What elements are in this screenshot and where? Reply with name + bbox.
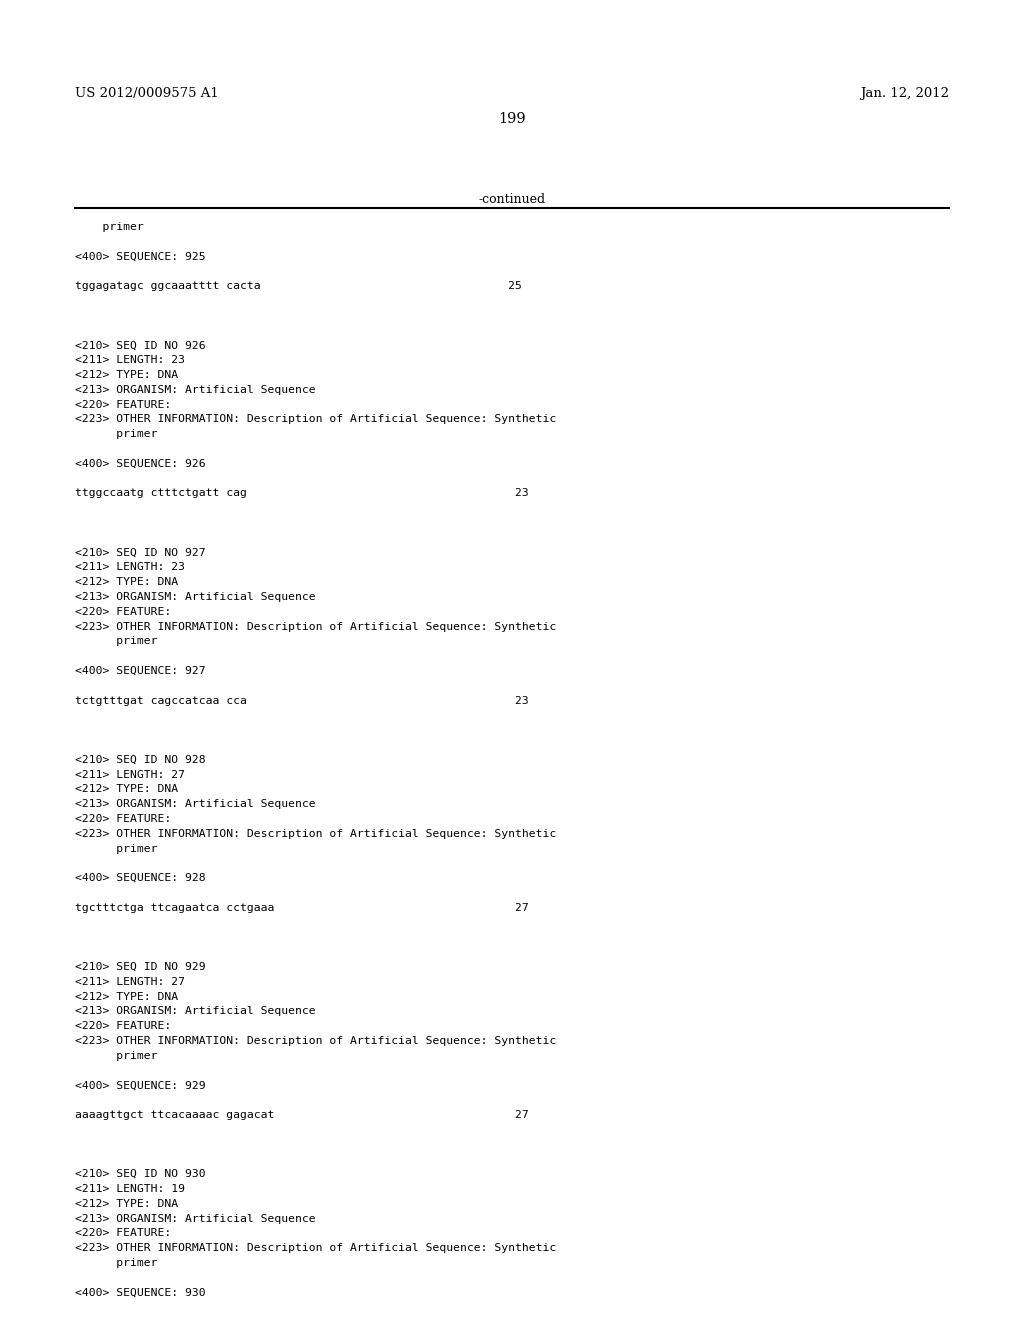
Text: <220> FEATURE:: <220> FEATURE: xyxy=(75,607,171,616)
Text: <213> ORGANISM: Artificial Sequence: <213> ORGANISM: Artificial Sequence xyxy=(75,799,315,809)
Text: tgctttctga ttcagaatca cctgaaa                                   27: tgctttctga ttcagaatca cctgaaa 27 xyxy=(75,903,528,913)
Text: Jan. 12, 2012: Jan. 12, 2012 xyxy=(860,87,949,100)
Text: US 2012/0009575 A1: US 2012/0009575 A1 xyxy=(75,87,219,100)
Text: <212> TYPE: DNA: <212> TYPE: DNA xyxy=(75,1199,178,1209)
Text: primer: primer xyxy=(75,636,158,647)
Text: <212> TYPE: DNA: <212> TYPE: DNA xyxy=(75,991,178,1002)
Text: <210> SEQ ID NO 927: <210> SEQ ID NO 927 xyxy=(75,548,206,557)
Text: <212> TYPE: DNA: <212> TYPE: DNA xyxy=(75,784,178,795)
Text: <223> OTHER INFORMATION: Description of Artificial Sequence: Synthetic: <223> OTHER INFORMATION: Description of … xyxy=(75,622,556,631)
Text: <211> LENGTH: 23: <211> LENGTH: 23 xyxy=(75,562,185,573)
Text: <400> SEQUENCE: 925: <400> SEQUENCE: 925 xyxy=(75,252,206,261)
Text: <211> LENGTH: 27: <211> LENGTH: 27 xyxy=(75,977,185,987)
Text: <212> TYPE: DNA: <212> TYPE: DNA xyxy=(75,370,178,380)
Text: <213> ORGANISM: Artificial Sequence: <213> ORGANISM: Artificial Sequence xyxy=(75,591,315,602)
Text: <213> ORGANISM: Artificial Sequence: <213> ORGANISM: Artificial Sequence xyxy=(75,385,315,395)
Text: <400> SEQUENCE: 928: <400> SEQUENCE: 928 xyxy=(75,874,206,883)
Text: <211> LENGTH: 23: <211> LENGTH: 23 xyxy=(75,355,185,366)
Text: <400> SEQUENCE: 927: <400> SEQUENCE: 927 xyxy=(75,667,206,676)
Text: <220> FEATURE:: <220> FEATURE: xyxy=(75,814,171,824)
Text: <220> FEATURE:: <220> FEATURE: xyxy=(75,400,171,409)
Text: primer: primer xyxy=(75,222,143,232)
Text: primer: primer xyxy=(75,1051,158,1061)
Text: aaaagttgct ttcacaaaac gagacat                                   27: aaaagttgct ttcacaaaac gagacat 27 xyxy=(75,1110,528,1119)
Text: <400> SEQUENCE: 930: <400> SEQUENCE: 930 xyxy=(75,1287,206,1298)
Text: <211> LENGTH: 27: <211> LENGTH: 27 xyxy=(75,770,185,780)
Text: <210> SEQ ID NO 926: <210> SEQ ID NO 926 xyxy=(75,341,206,350)
Text: -continued: -continued xyxy=(478,193,546,206)
Text: <220> FEATURE:: <220> FEATURE: xyxy=(75,1229,171,1238)
Text: <223> OTHER INFORMATION: Description of Artificial Sequence: Synthetic: <223> OTHER INFORMATION: Description of … xyxy=(75,414,556,425)
Text: <211> LENGTH: 19: <211> LENGTH: 19 xyxy=(75,1184,185,1195)
Text: <400> SEQUENCE: 929: <400> SEQUENCE: 929 xyxy=(75,1080,206,1090)
Text: <220> FEATURE:: <220> FEATURE: xyxy=(75,1022,171,1031)
Text: <210> SEQ ID NO 928: <210> SEQ ID NO 928 xyxy=(75,755,206,764)
Text: <212> TYPE: DNA: <212> TYPE: DNA xyxy=(75,577,178,587)
Text: tggagatagc ggcaaatttt cacta                                    25: tggagatagc ggcaaatttt cacta 25 xyxy=(75,281,522,292)
Text: <210> SEQ ID NO 929: <210> SEQ ID NO 929 xyxy=(75,962,206,972)
Text: primer: primer xyxy=(75,843,158,854)
Text: <223> OTHER INFORMATION: Description of Artificial Sequence: Synthetic: <223> OTHER INFORMATION: Description of … xyxy=(75,1243,556,1253)
Text: <223> OTHER INFORMATION: Description of Artificial Sequence: Synthetic: <223> OTHER INFORMATION: Description of … xyxy=(75,829,556,838)
Text: <210> SEQ ID NO 930: <210> SEQ ID NO 930 xyxy=(75,1170,206,1179)
Text: <400> SEQUENCE: 926: <400> SEQUENCE: 926 xyxy=(75,459,206,469)
Text: <213> ORGANISM: Artificial Sequence: <213> ORGANISM: Artificial Sequence xyxy=(75,1006,315,1016)
Text: 199: 199 xyxy=(499,112,525,125)
Text: <223> OTHER INFORMATION: Description of Artificial Sequence: Synthetic: <223> OTHER INFORMATION: Description of … xyxy=(75,1036,556,1045)
Text: primer: primer xyxy=(75,1258,158,1269)
Text: ttggccaatg ctttctgatt cag                                       23: ttggccaatg ctttctgatt cag 23 xyxy=(75,488,528,499)
Text: tctgtttgat cagccatcaa cca                                       23: tctgtttgat cagccatcaa cca 23 xyxy=(75,696,528,706)
Text: <213> ORGANISM: Artificial Sequence: <213> ORGANISM: Artificial Sequence xyxy=(75,1213,315,1224)
Text: primer: primer xyxy=(75,429,158,440)
